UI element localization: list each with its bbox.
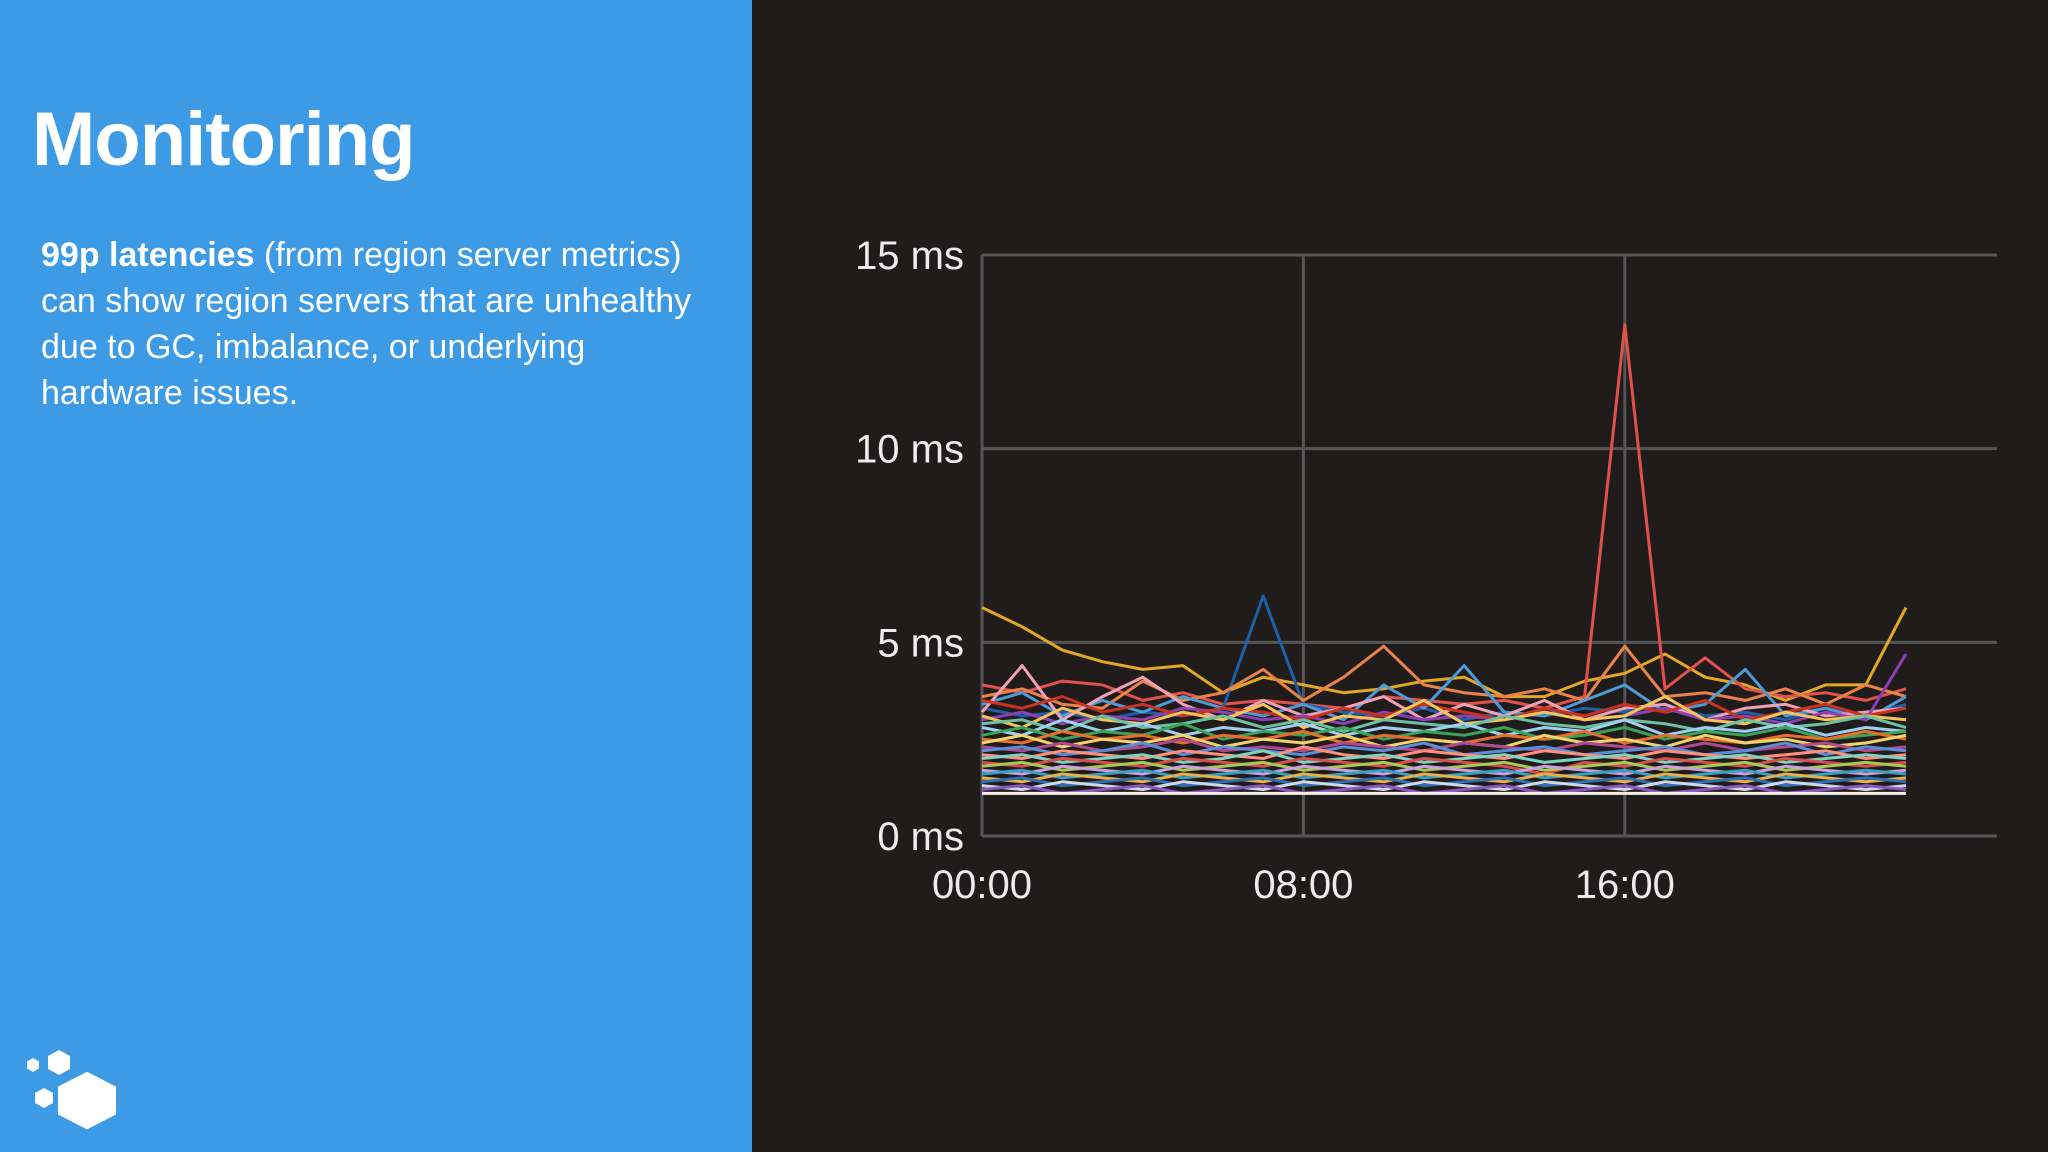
series-line [981, 695, 1907, 722]
latency-chart: 0 ms 5 ms 10 ms 15 ms 00:00 08:00 16:00 [855, 234, 1997, 907]
slide-title: Monitoring [32, 97, 416, 182]
series-line [981, 644, 1907, 710]
series-line [981, 594, 1907, 722]
chart-series [980, 323, 1908, 795]
x-tick-label: 08:00 [1253, 863, 1353, 907]
hexagon-cluster-icon [27, 1050, 116, 1130]
y-tick-label: 0 ms [877, 815, 964, 859]
x-tick-label: 00:00 [932, 863, 1032, 907]
y-tick-label: 5 ms [877, 621, 964, 665]
y-tick-label: 15 ms [855, 234, 964, 278]
series-line [981, 745, 1907, 760]
description-bold: 99p latencies [41, 236, 255, 274]
x-tick-label: 16:00 [1575, 863, 1675, 907]
series-line [981, 784, 1907, 795]
series-line [981, 718, 1907, 737]
description-text: (from region server metrics) can show re… [41, 236, 692, 412]
series-line [981, 741, 1907, 757]
right-panel: 0 ms 5 ms 10 ms 15 ms 00:00 08:00 16:00 [752, 0, 2048, 1152]
left-panel: Monitoring 99p latencies (from region se… [0, 0, 752, 1152]
series-line [981, 664, 1907, 722]
chart-grid [980, 253, 1997, 838]
y-tick-label: 10 ms [855, 428, 964, 472]
series-line [981, 323, 1907, 710]
series-line [981, 606, 1908, 702]
series-line [981, 733, 1907, 749]
chart-axes: 0 ms 5 ms 10 ms 15 ms 00:00 08:00 16:00 [855, 234, 1675, 907]
slide-description: 99p latencies (from region server metric… [41, 232, 721, 416]
